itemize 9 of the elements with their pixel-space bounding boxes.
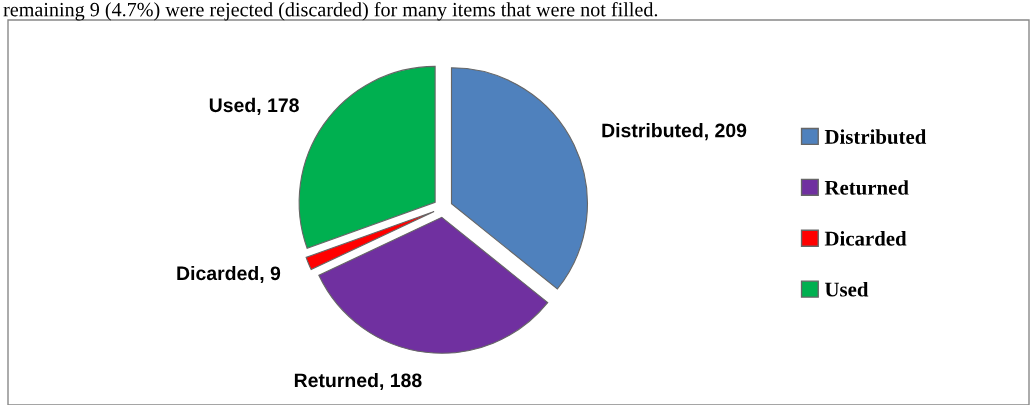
legend-label: Distributed: [824, 129, 927, 144]
data-label: Dicarded, 9: [177, 265, 281, 284]
data-label: Used, 178: [209, 97, 299, 115]
legend-label: Dicarded: [824, 231, 907, 246]
legend-label: Returned: [824, 180, 909, 195]
data-label: Distributed, 209: [602, 123, 747, 141]
text: remaining 9 (4.7%) were rejected (discarded) for many items that were not filled.: [3, 2, 658, 21]
data-label: Returned, 188: [294, 372, 422, 391]
legend-label: Used: [824, 281, 869, 297]
